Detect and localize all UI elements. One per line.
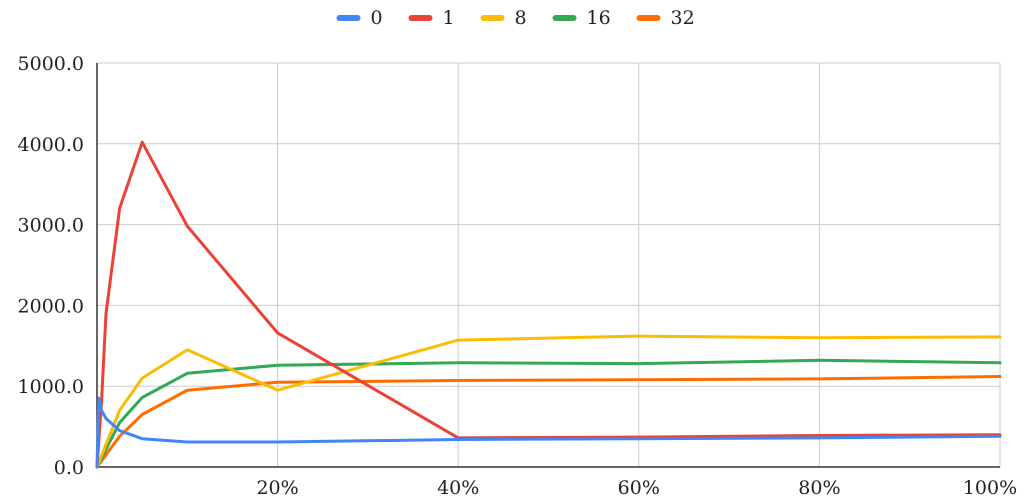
x-tick-label: 100% xyxy=(963,477,1017,499)
y-tick-label: 0.0 xyxy=(54,457,84,479)
series-lines xyxy=(95,140,1002,469)
legend-item-16: 16 xyxy=(552,7,611,29)
legend-label: 16 xyxy=(587,7,611,29)
legend-item-32: 32 xyxy=(636,7,695,29)
y-tick-label: 4000.0 xyxy=(18,134,84,156)
legend-swatch xyxy=(480,15,505,21)
axis: 0.0 1000.0 2000.0 3000.0 4000.0 5000.0 20% 40% 6… xyxy=(18,53,1018,499)
y-tick-label: 3000.0 xyxy=(18,215,84,237)
series-line-1 xyxy=(95,140,1002,469)
series-line-8 xyxy=(95,334,1002,469)
series-line-16 xyxy=(95,358,1002,469)
x-tick-label: 40% xyxy=(437,477,479,499)
legend-swatch xyxy=(636,15,661,21)
x-tick-label: 80% xyxy=(798,477,840,499)
legend-item-8: 8 xyxy=(480,7,527,29)
y-tick-label: 2000.0 xyxy=(18,295,84,317)
legend-swatch xyxy=(408,15,433,21)
legend-swatch xyxy=(552,15,577,21)
legend-item-1: 1 xyxy=(408,7,455,29)
y-tick-label: 1000.0 xyxy=(18,376,84,398)
legend-label: 8 xyxy=(515,7,527,29)
y-tick-label: 5000.0 xyxy=(18,53,84,75)
legend-item-0: 0 xyxy=(336,7,383,29)
x-tick-label: 20% xyxy=(256,477,298,499)
legend-label: 32 xyxy=(671,7,695,29)
series-line-32 xyxy=(95,375,1002,469)
series-line-0 xyxy=(95,396,1002,469)
x-tick-label: 60% xyxy=(618,477,660,499)
legend-swatch xyxy=(336,15,361,21)
legend: 0 1 8 16 32 xyxy=(336,7,695,29)
grid-lines xyxy=(97,62,1001,467)
legend-label: 0 xyxy=(371,7,383,29)
legend-label: 1 xyxy=(443,7,455,29)
